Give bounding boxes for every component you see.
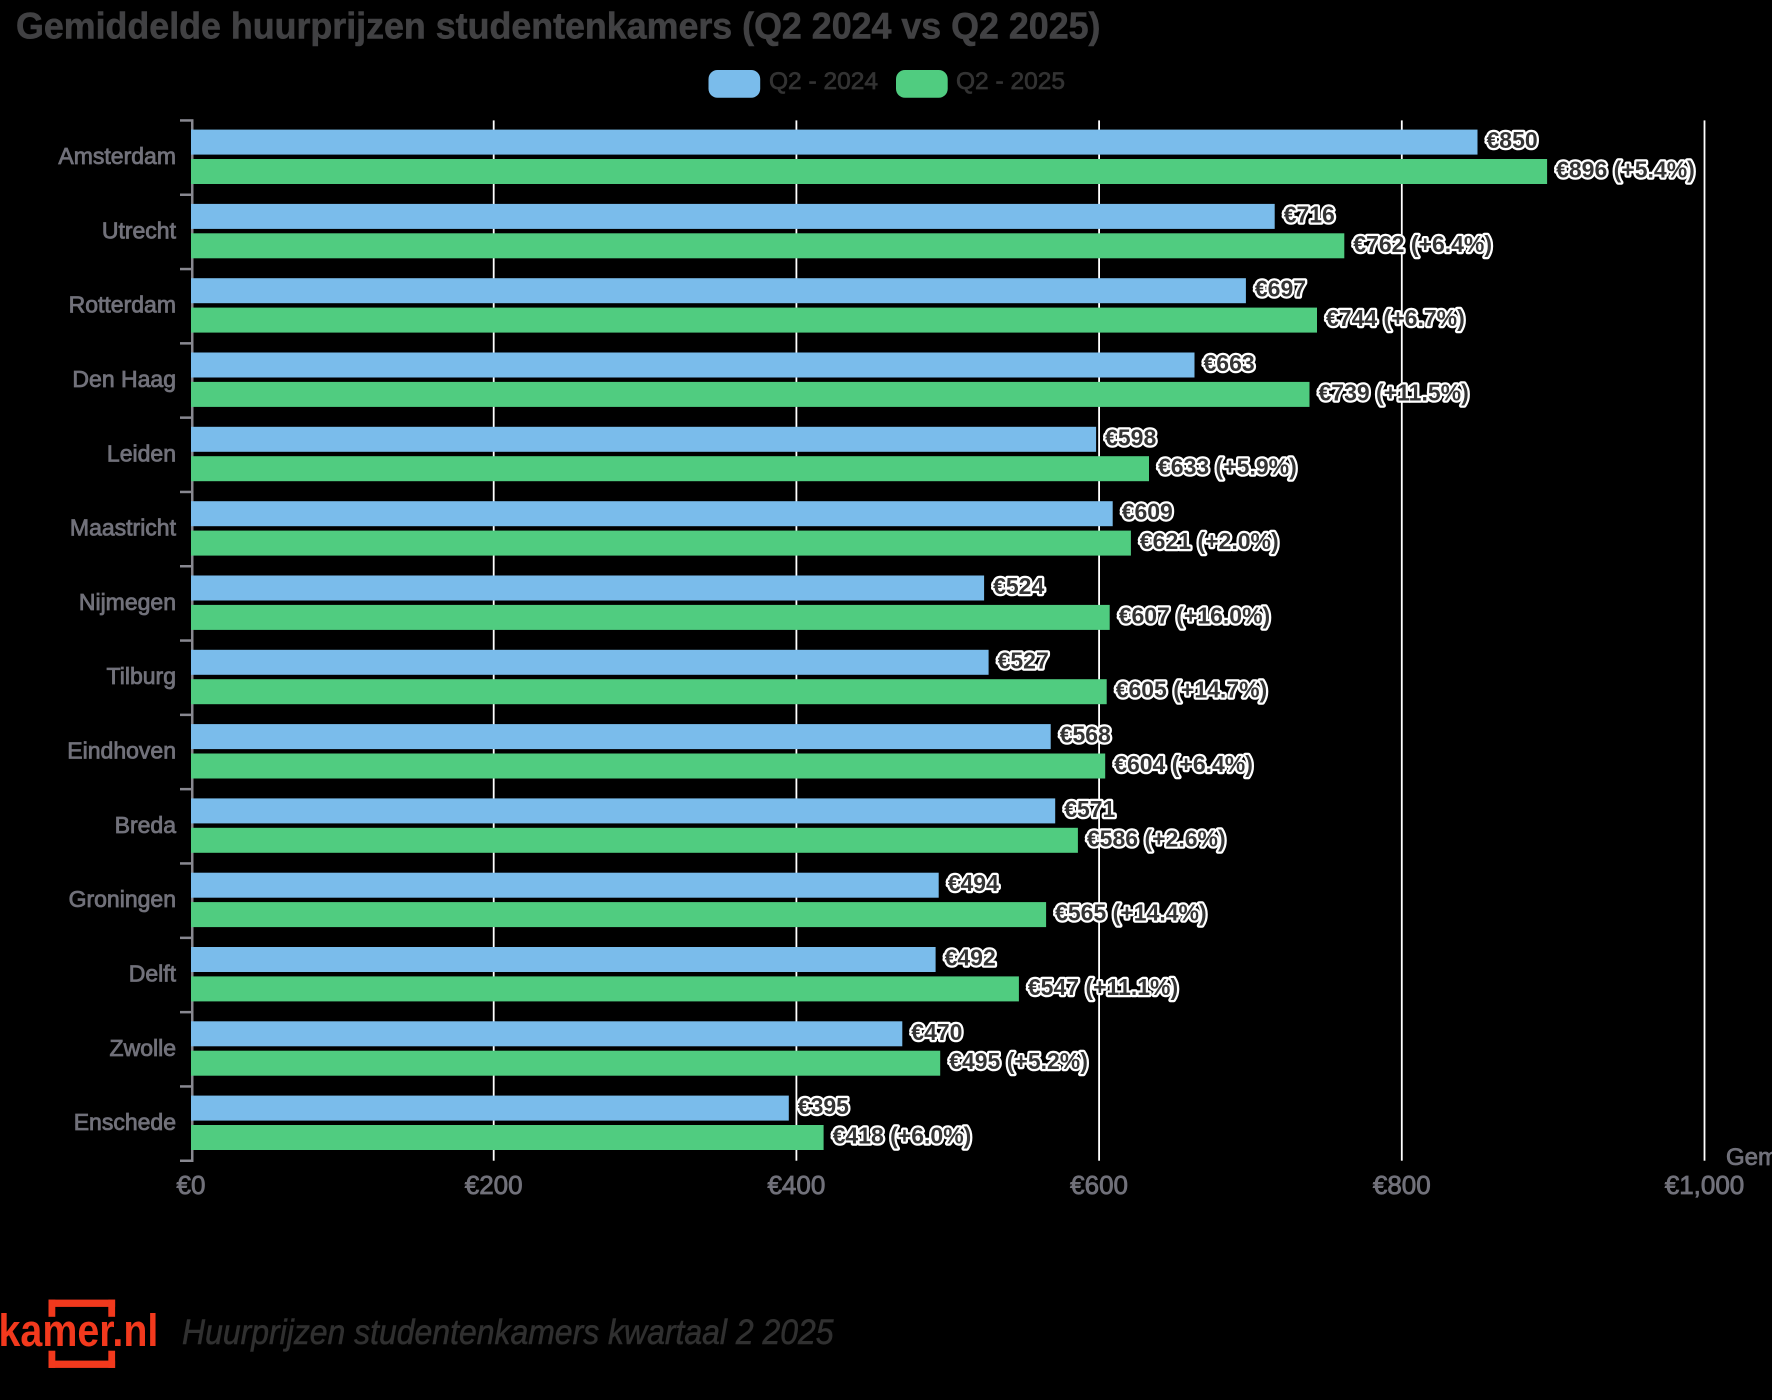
svg-text:€571: €571 [1064, 796, 1115, 822]
svg-text:Tilburg: Tilburg [107, 663, 176, 689]
svg-text:€739 (+11.5%): €739 (+11.5%) [1319, 379, 1469, 405]
svg-text:€586 (+2.6%): €586 (+2.6%) [1087, 825, 1226, 851]
svg-text:€607 (+16.0%): €607 (+16.0%) [1119, 602, 1271, 628]
svg-text:€400: €400 [767, 1170, 825, 1200]
svg-text:€600: €600 [1070, 1170, 1128, 1200]
svg-text:€418 (+6.0%): €418 (+6.0%) [833, 1123, 972, 1149]
svg-text:€598: €598 [1105, 424, 1156, 450]
svg-text:Groningen: Groningen [69, 886, 176, 912]
svg-text:Eindhoven: Eindhoven [67, 738, 176, 764]
svg-text:€395: €395 [798, 1093, 849, 1119]
svg-text:€547 (+11.1%): €547 (+11.1%) [1028, 974, 1178, 1000]
svg-text:Nijmegen: Nijmegen [79, 589, 176, 615]
svg-text:Enschede: Enschede [74, 1109, 176, 1135]
svg-text:Q2 - 2025: Q2 - 2025 [956, 68, 1065, 95]
svg-text:€568: €568 [1060, 722, 1111, 748]
svg-text:€200: €200 [465, 1170, 523, 1200]
svg-text:€470: €470 [911, 1019, 962, 1045]
svg-text:€716: €716 [1284, 201, 1335, 227]
svg-text:€609: €609 [1122, 499, 1173, 525]
svg-text:Breda: Breda [115, 812, 177, 838]
svg-text:€565 (+14.4%): €565 (+14.4%) [1055, 900, 1207, 926]
svg-text:Zwolle: Zwolle [110, 1035, 176, 1061]
svg-text:Maastricht: Maastricht [70, 515, 177, 541]
svg-text:€492: €492 [945, 945, 996, 971]
svg-text:€604 (+6.4%): €604 (+6.4%) [1114, 751, 1253, 777]
svg-text:€621 (+2.0%): €621 (+2.0%) [1140, 528, 1279, 554]
svg-text:Utrecht: Utrecht [102, 217, 177, 243]
svg-text:Delft: Delft [129, 961, 177, 987]
svg-text:€633 (+5.9%): €633 (+5.9%) [1158, 454, 1297, 480]
svg-text:Den Haag: Den Haag [72, 366, 176, 392]
svg-text:Leiden: Leiden [107, 440, 176, 466]
svg-text:€527: €527 [998, 647, 1049, 673]
svg-text:€1,000: €1,000 [1665, 1170, 1745, 1200]
svg-text:€697: €697 [1255, 276, 1306, 302]
svg-text:€605 (+14.7%): €605 (+14.7%) [1116, 677, 1268, 703]
svg-text:€495 (+5.2%): €495 (+5.2%) [949, 1048, 1088, 1074]
svg-text:€800: €800 [1373, 1170, 1431, 1200]
svg-text:€762 (+6.4%): €762 (+6.4%) [1353, 231, 1492, 257]
svg-text:Amsterdam: Amsterdam [58, 143, 176, 169]
svg-text:€850: €850 [1487, 127, 1538, 153]
svg-text:kamer.nl: kamer.nl [0, 1305, 158, 1356]
svg-text:€524: €524 [993, 573, 1044, 599]
svg-text:Gemiddelde huurprijs per maand: Gemiddelde huurprijs per maand [1726, 1144, 1772, 1171]
svg-text:€744 (+6.7%): €744 (+6.7%) [1326, 305, 1465, 331]
svg-text:€494: €494 [948, 870, 999, 896]
svg-text:Rotterdam: Rotterdam [69, 292, 176, 318]
svg-text:€663: €663 [1204, 350, 1255, 376]
svg-text:Q2 - 2024: Q2 - 2024 [769, 68, 878, 95]
svg-text:€896 (+5.4%): €896 (+5.4%) [1556, 157, 1695, 183]
svg-text:Gemiddelde huurprijzen student: Gemiddelde huurprijzen studentenkamers (… [16, 5, 1100, 47]
svg-text:Huurprijzen studentenkamers kw: Huurprijzen studentenkamers kwartaal 2 2… [182, 1314, 834, 1353]
svg-text:€0: €0 [177, 1170, 206, 1200]
